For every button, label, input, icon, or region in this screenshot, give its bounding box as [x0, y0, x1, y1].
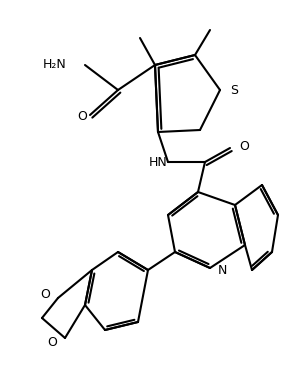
Text: O: O	[47, 336, 57, 349]
Text: HN: HN	[149, 155, 168, 169]
Text: O: O	[239, 139, 249, 152]
Text: H₂N: H₂N	[43, 59, 67, 72]
Text: O: O	[40, 288, 50, 301]
Text: S: S	[230, 83, 238, 97]
Text: O: O	[77, 111, 87, 123]
Text: N: N	[218, 264, 227, 277]
